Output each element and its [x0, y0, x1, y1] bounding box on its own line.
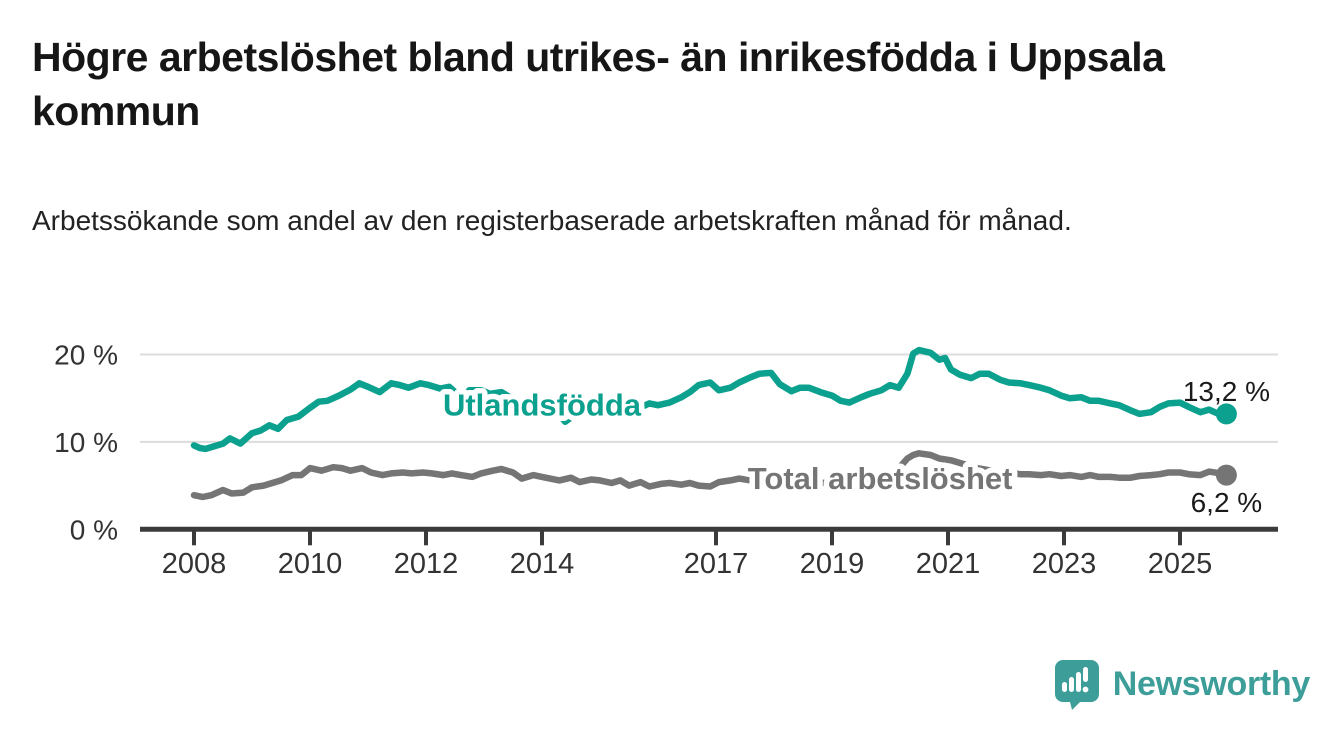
- line-chart: 0 % 10 % 20 % 2008 2010 2012 2014 2017 2019 2021 2…: [54, 340, 1278, 580]
- series-end-value-label: 6,2 %: [1191, 487, 1263, 518]
- y-axis-tick-label: 0 %: [70, 514, 118, 545]
- newsworthy-logo: Newsworthy: [1053, 658, 1310, 710]
- newsworthy-brand-text: Newsworthy: [1112, 664, 1311, 703]
- chart-subtitle: Arbetssökande som andel av den registerb…: [32, 205, 1072, 236]
- x-axis-tick-label: 2012: [394, 548, 459, 580]
- x-axis-tick-label: 2025: [1148, 548, 1213, 580]
- bar-chart-speech-bubble-icon: [1054, 660, 1099, 710]
- x-axis-tick-label: 2010: [278, 548, 343, 580]
- series-label: Total arbetslöshet: [748, 461, 1013, 496]
- x-axis-tick-label: 2008: [162, 548, 227, 580]
- series-label: Utlandsfödda: [443, 388, 642, 423]
- series-end-value-label: 13,2 %: [1183, 376, 1270, 407]
- x-axis-tick-label: 2021: [916, 548, 981, 580]
- x-axis-tick-label: 2014: [510, 548, 575, 580]
- series-line-utlandsf-dda: [190, 346, 1230, 453]
- series-end-dot: [1215, 464, 1237, 486]
- series-line-total-arbetsl-shet: [190, 450, 1230, 501]
- x-axis-tick-label: 2023: [1032, 548, 1097, 580]
- series-end-dot: [1215, 403, 1237, 425]
- x-axis-tick-label: 2017: [684, 548, 749, 580]
- y-axis-tick-label: 10 %: [54, 427, 118, 458]
- y-axis-tick-label: 20 %: [54, 340, 118, 371]
- x-axis-tick-label: 2019: [800, 548, 865, 580]
- chart-title: Högre arbetslöshet bland utrikes- än inr…: [32, 34, 1165, 134]
